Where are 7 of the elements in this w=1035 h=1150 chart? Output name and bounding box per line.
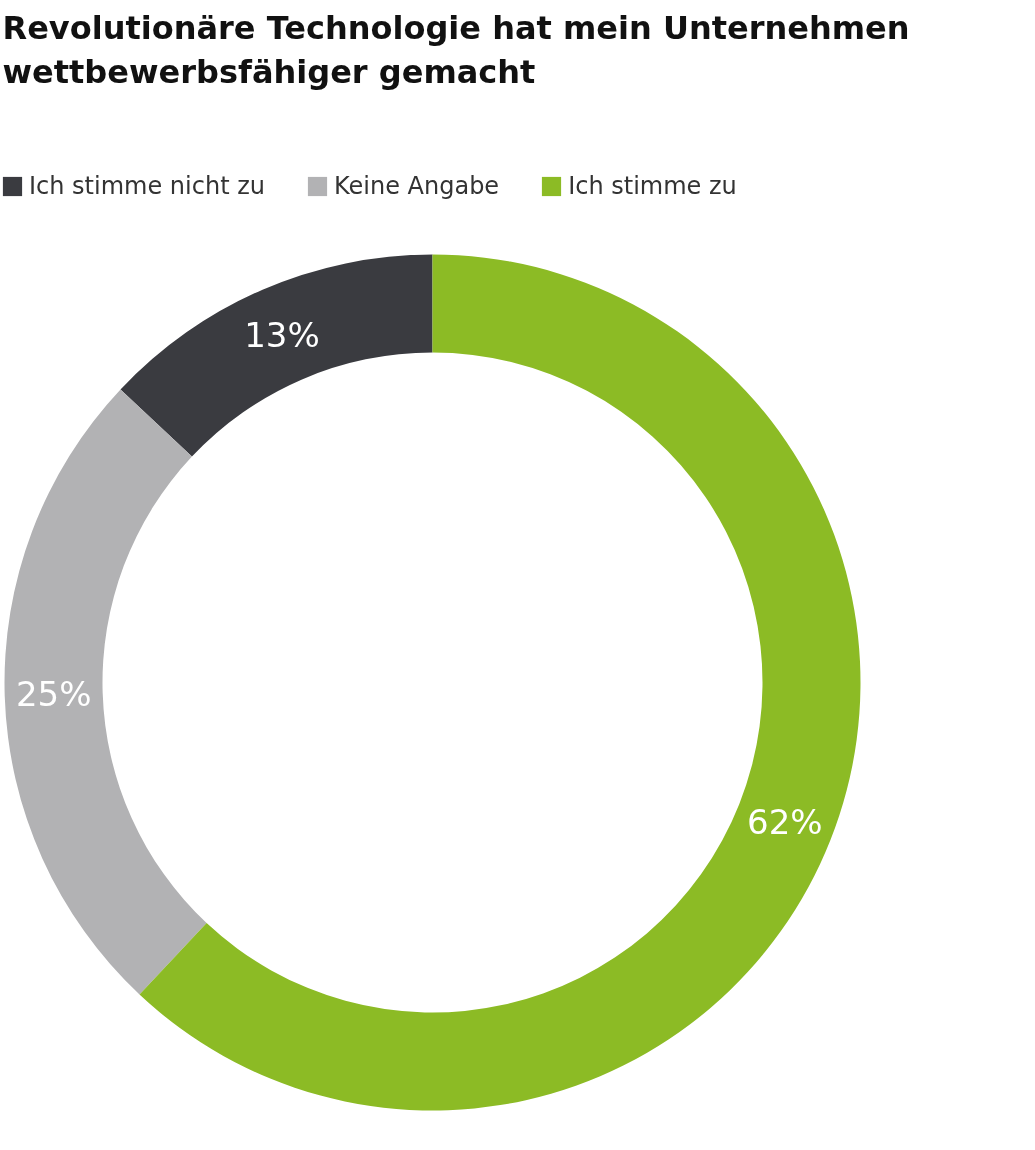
data-label: 13%	[244, 314, 320, 355]
legend-label: Ich stimme zu	[568, 172, 737, 200]
data-label: 25%	[15, 674, 92, 715]
chart-title: Revolutionäre Technologie hat mein Unternehmen wettbewerbsfähiger gemacht	[2, 8, 910, 91]
legend-label: Ich stimme nicht zu	[29, 172, 265, 200]
legend-label: Keine Angabe	[333, 172, 500, 200]
data-label: 62%	[747, 802, 823, 843]
